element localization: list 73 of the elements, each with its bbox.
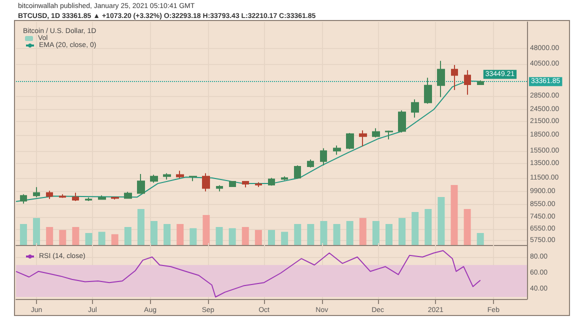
bar (464, 209, 471, 245)
line-series (16, 250, 481, 298)
bar (359, 218, 366, 245)
candlestick (294, 164, 301, 180)
bar (85, 233, 92, 245)
candlestick (202, 172, 210, 192)
candlestick (150, 174, 158, 184)
bar (450, 185, 458, 245)
candlestick (255, 182, 262, 188)
candlestick (437, 60, 445, 98)
candlestick (72, 192, 79, 202)
candlestick (281, 176, 288, 181)
bar (320, 221, 328, 245)
bar (294, 224, 302, 245)
bar (137, 209, 144, 245)
bar (46, 227, 54, 245)
bar (424, 209, 432, 245)
bar (281, 232, 288, 245)
candlestick (372, 128, 380, 138)
bar (372, 221, 380, 245)
bar (150, 221, 158, 245)
bar (124, 227, 132, 245)
bar (72, 227, 80, 245)
bar (228, 228, 236, 245)
bar (202, 215, 210, 245)
bar (307, 224, 314, 245)
candlestick (242, 180, 249, 188)
bar (476, 233, 484, 245)
bar (190, 228, 197, 245)
candlestick (137, 174, 145, 194)
bar (216, 227, 223, 245)
bar (98, 232, 106, 245)
candlestick (451, 64, 458, 90)
candlestick (359, 130, 367, 147)
bar (254, 230, 262, 245)
bar (438, 197, 445, 245)
bar (412, 212, 419, 245)
bar (242, 227, 249, 245)
candlestick (229, 180, 236, 188)
candlestick (59, 194, 66, 198)
candlestick (398, 110, 406, 133)
candlestick (424, 77, 432, 104)
bar (333, 224, 340, 245)
candlestick (176, 170, 184, 179)
candlestick (124, 191, 132, 200)
candlestick (111, 196, 119, 200)
bar (111, 234, 118, 245)
candlestick (307, 158, 314, 168)
candlestick (85, 197, 92, 202)
bar (176, 224, 184, 245)
bar (164, 224, 171, 245)
bar (59, 230, 66, 245)
bar (385, 224, 392, 245)
candlestick (346, 132, 354, 150)
candlestick (163, 172, 171, 180)
bar (268, 230, 275, 245)
candlestick (33, 186, 40, 198)
candlestick (333, 145, 341, 156)
bar (20, 224, 27, 245)
bar (398, 218, 406, 245)
candlestick (320, 148, 327, 166)
candlestick (464, 70, 471, 96)
candlestick (268, 177, 275, 186)
candlestick (411, 98, 419, 118)
candlestick (189, 175, 197, 182)
candlestick (477, 80, 484, 86)
candlestick (98, 194, 106, 200)
candlestick (20, 194, 27, 204)
candlestick (216, 184, 223, 192)
candlestick (46, 190, 53, 200)
bar (346, 221, 354, 245)
candlestick (385, 130, 393, 140)
bar (33, 218, 40, 245)
